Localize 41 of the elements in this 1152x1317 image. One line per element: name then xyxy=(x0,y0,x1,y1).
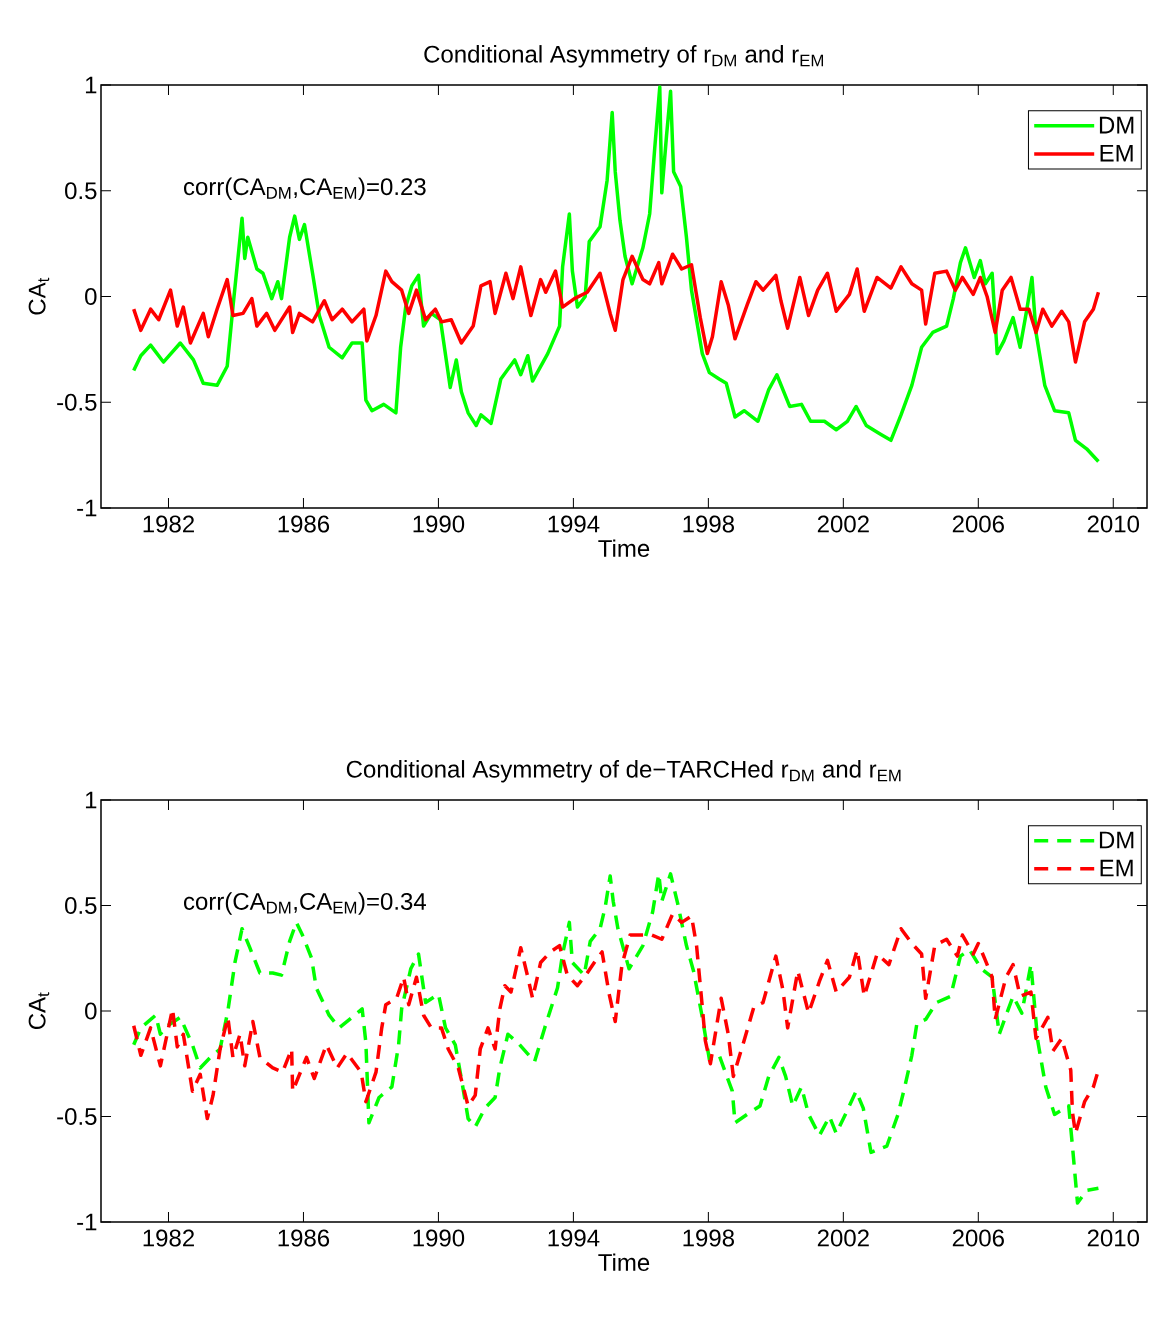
chart-title: Conditional Asymmetry of r$_{DM}$ and r$_{EM}$ xyxy=(424,45,824,68)
annotation: corr(CA$_{DM}$,CA$_{EM}$)=0.23 xyxy=(184,177,426,200)
x-tick-label: 1998 xyxy=(683,515,734,533)
x-tick-label: 1998 xyxy=(683,1229,734,1247)
x-tick-label: 2002 xyxy=(817,1229,869,1247)
x-tick-label: 1982 xyxy=(143,515,194,533)
annotation: corr(CA$_{DM}$,CA$_{EM}$)=0.34 xyxy=(184,892,426,915)
x-tick-label: 1990 xyxy=(413,1229,465,1247)
y-tick-label: 1 xyxy=(85,791,97,809)
x-tick-label: 1994 xyxy=(548,515,600,533)
y-axis-title: CA$_{t}$ xyxy=(28,992,50,1030)
y-tick-label: 0.5 xyxy=(65,897,97,914)
x-tick-label: 1986 xyxy=(278,1229,330,1247)
y-tick-label: 0 xyxy=(85,1002,97,1020)
legend-label: DM xyxy=(1099,831,1134,849)
x-tick-label: 1990 xyxy=(413,515,465,533)
x-axis-title: Time xyxy=(598,539,650,558)
y-axis-title: CA$_{t}$ xyxy=(28,277,50,315)
x-tick-label: 1986 xyxy=(278,515,330,533)
x-tick-label: 2006 xyxy=(952,515,1004,533)
x-axis-title: Time xyxy=(598,1253,650,1272)
y-tick-label: 0.5 xyxy=(65,182,97,200)
x-tick-label: 2006 xyxy=(952,1229,1004,1247)
y-tick-label: -0.5 xyxy=(57,393,97,411)
x-tick-label: 2010 xyxy=(1087,515,1140,533)
line-series xyxy=(131,85,1101,464)
legend-label: EM xyxy=(1100,144,1133,162)
line-series xyxy=(131,872,1101,1205)
y-tick-label: 0 xyxy=(85,288,97,305)
y-tick-label: 1 xyxy=(85,76,97,94)
y-tick-label: -1 xyxy=(77,1213,97,1231)
x-tick-label: 2010 xyxy=(1087,1229,1140,1247)
y-tick-label: -0.5 xyxy=(57,1108,97,1125)
legend-label: DM xyxy=(1099,116,1134,134)
x-tick-label: 2002 xyxy=(817,515,869,533)
y-tick-label: -1 xyxy=(77,499,97,517)
legend-label: EM xyxy=(1100,859,1133,877)
line-series xyxy=(131,252,1101,364)
x-tick-label: 1994 xyxy=(548,1229,600,1247)
chart-title: Conditional Asymmetry of de−TARCHed r$_{DM}$ and r$_{EM}$ xyxy=(346,760,901,783)
x-tick-label: 1982 xyxy=(143,1229,194,1247)
